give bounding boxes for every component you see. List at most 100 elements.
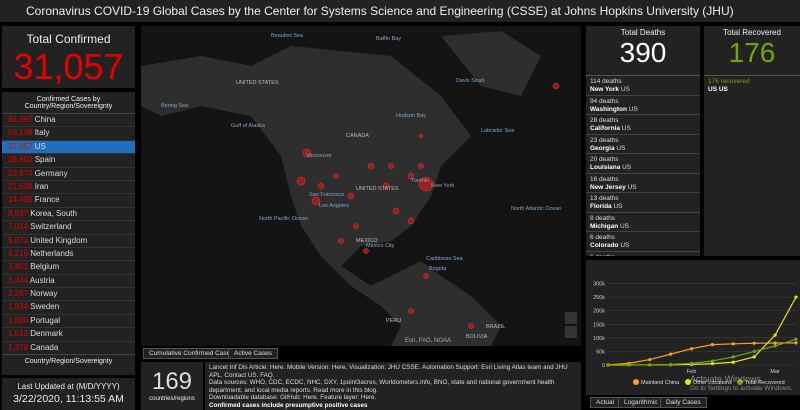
legend-swatch — [685, 379, 691, 385]
list-row[interactable]: 3,244 Austria — [2, 275, 135, 289]
country: Germany — [34, 168, 68, 178]
place: Louisiana — [590, 164, 621, 171]
point — [606, 363, 610, 367]
zoom-out[interactable] — [565, 326, 577, 338]
count: 28 deaths — [590, 117, 619, 124]
list-row[interactable]: 14,485 France — [2, 194, 135, 208]
point — [710, 362, 715, 366]
place: Washington — [590, 105, 627, 113]
list-row[interactable]: 21,638 Iran — [2, 181, 135, 195]
point — [794, 341, 798, 345]
label: countries/regions — [149, 396, 195, 402]
map-label: Baffin Bay — [376, 36, 401, 42]
chart-tab[interactable]: Actual — [590, 397, 621, 408]
list-row[interactable]: 81,397 China — [2, 114, 135, 128]
map-label: UNITED STATES — [356, 186, 399, 192]
recovered-row: 176 recovered US US — [704, 76, 800, 96]
list-row[interactable]: 4,216 Netherlands — [2, 248, 135, 262]
chart: 0 50k 100k 150k 200k 250k 300k Feb Mar Mainland C… — [586, 260, 800, 395]
point — [710, 343, 715, 347]
info-line: Confirmed cases include presumptive posi… — [209, 401, 368, 409]
count: 5,071 — [8, 235, 29, 245]
map-tab[interactable]: Cumulative Confirmed Cases — [143, 348, 240, 359]
count: 59,138 — [8, 128, 33, 138]
count: 13 deaths — [590, 195, 619, 202]
count: 3,244 — [8, 275, 29, 285]
header-title: Coronavirus COVID-19 Global Cases by the… — [26, 4, 734, 18]
country: Netherlands — [30, 248, 74, 258]
count: 23,974 — [8, 168, 33, 178]
country: France — [34, 195, 60, 205]
land — [441, 31, 541, 96]
country: Austria — [29, 275, 55, 285]
recovered-rows: 176 recovered US US — [704, 75, 800, 96]
list-row[interactable]: 59,138 Italy — [2, 127, 135, 141]
zoom-controls — [565, 312, 577, 338]
x-tick-label: Mar — [770, 369, 780, 375]
map-label: New York — [431, 183, 454, 189]
confirmed-list: Confirmed Cases by Country/Region/Sovere… — [2, 92, 135, 375]
point — [689, 361, 694, 365]
list-row[interactable]: 8,897 Korea, South — [2, 208, 135, 222]
country: Norway — [30, 289, 58, 299]
count: 1,378 — [8, 342, 29, 352]
point — [773, 333, 777, 337]
value: 176 — [728, 37, 776, 68]
death-row: 114 deaths New York US — [586, 76, 700, 96]
list-row[interactable]: 7,014 Switzerland — [2, 221, 135, 235]
list-row[interactable]: 23,974 Germany — [2, 168, 135, 181]
map-label: MEXICO — [356, 238, 378, 244]
map-label: BOLIVIA — [466, 334, 488, 340]
death-row: 6 deathsIllinois US — [586, 252, 700, 257]
x-tick-label: Feb — [687, 369, 696, 375]
count: 16 deaths — [590, 175, 619, 183]
list-row[interactable]: 28,603 Spain — [2, 154, 135, 168]
map-label: Bering Sea — [161, 103, 189, 109]
point — [773, 344, 777, 348]
count: 6 deaths — [590, 254, 696, 257]
chart-tab[interactable]: Daily Cases — [660, 397, 707, 408]
list-row[interactable]: 1,600 Portugal — [2, 315, 135, 329]
list-row[interactable]: 5,071 United Kingdom — [2, 235, 135, 248]
death-row: 94 deaths Washington US — [586, 96, 700, 115]
info: Lancet Inf Dis Article: Here. Mobile Ver… — [205, 362, 581, 410]
point — [731, 342, 735, 346]
place: New York — [590, 86, 620, 93]
count: 1,512 — [8, 329, 29, 339]
list-row[interactable]: 1,512 Denmark — [2, 328, 135, 342]
list-row[interactable]: 2,257 Norway — [2, 288, 135, 302]
attribution: Esri, FAO, NOAA — [405, 338, 451, 344]
series-line — [607, 296, 797, 366]
map-label: CANADA — [346, 133, 369, 139]
map-label: Hudson Bay — [396, 113, 426, 119]
map-label: Gulf of Alaska — [231, 123, 266, 129]
list-row[interactable]: 31,057 US — [2, 140, 135, 155]
series-line — [607, 338, 797, 366]
deaths-rows: 114 deaths New York US 94 deaths Washington… — [586, 75, 700, 256]
country: US — [627, 183, 637, 191]
country: US — [620, 242, 630, 249]
list-title: Confirmed Cases by Country/Region/Sovere… — [2, 92, 135, 114]
point — [752, 349, 756, 354]
list-row[interactable]: 3,401 Belgium — [2, 261, 135, 275]
count: 8 deaths — [590, 214, 615, 222]
count: 114 deaths — [590, 78, 622, 85]
death-row: 13 deaths Florida US — [586, 193, 700, 213]
zoom-in[interactable] — [565, 312, 577, 324]
map-tab[interactable]: Active Cases — [228, 348, 278, 359]
y-tick-label: 150k — [593, 322, 605, 328]
list-row[interactable]: 1,934 Sweden — [2, 301, 135, 315]
place: New Jersey — [590, 183, 626, 191]
place: Georgia — [590, 144, 615, 152]
chart-tab[interactable]: Logarithmic — [618, 397, 664, 408]
count: 20 deaths — [590, 156, 619, 163]
info-line: Downloadable database: GitHub: Here. Fea… — [209, 394, 377, 402]
legend-swatch — [737, 379, 743, 385]
map-label: Caribbean Sea — [426, 256, 464, 262]
list-row[interactable]: 1,378 Canada — [2, 342, 135, 354]
map-label: UNITED STATES — [236, 80, 279, 86]
recovered-panel: Total Recovered 176 176 recovered US US — [704, 26, 800, 256]
country: US — [628, 105, 638, 113]
count: 94 deaths — [590, 97, 619, 105]
